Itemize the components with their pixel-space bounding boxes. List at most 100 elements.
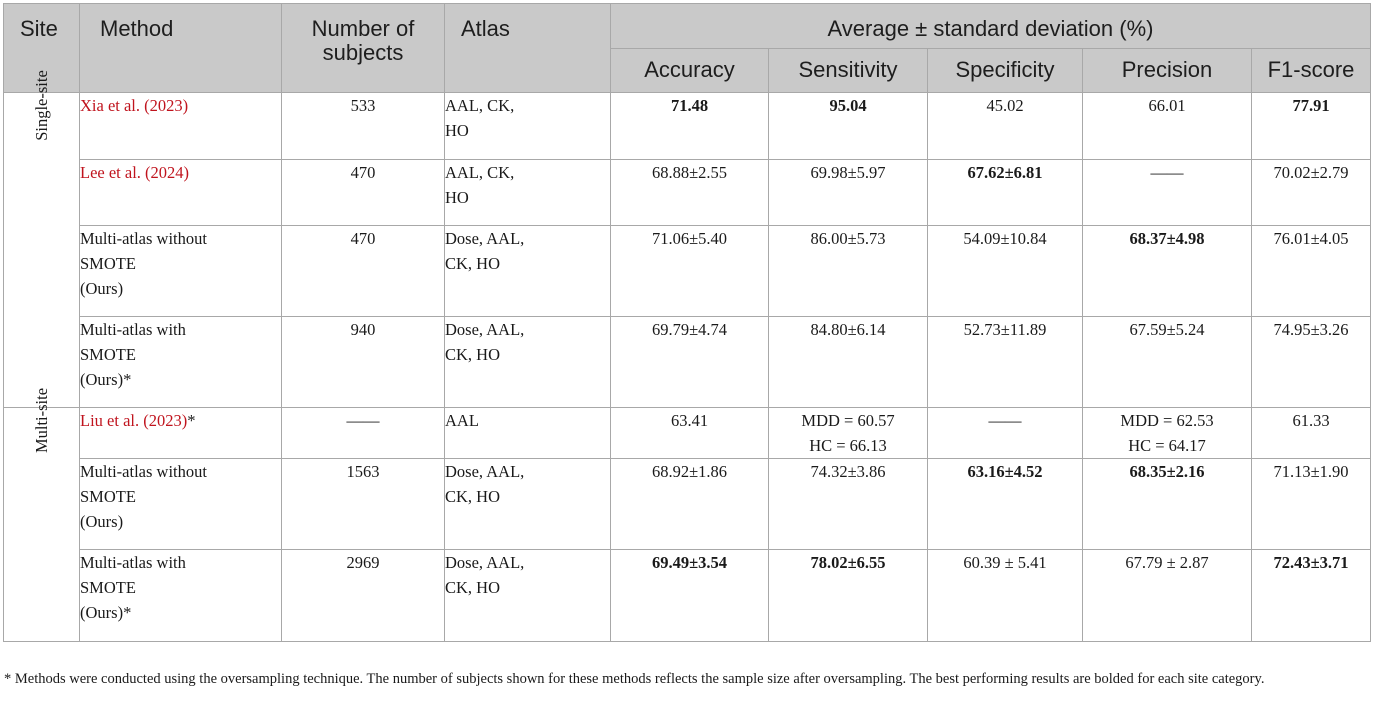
atlas-line: Dose, AAL, xyxy=(445,462,525,481)
specificity-line: 60.39 ± 5.41 xyxy=(963,553,1047,572)
sensitivity-cell: MDD = 60.57 HC = 66.13 xyxy=(768,407,928,459)
accuracy-line: 69.79±4.74 xyxy=(651,320,728,339)
atlas-cell: AAL, CK, HO xyxy=(444,159,611,226)
sensitivity-line: MDD = 60.57 xyxy=(801,411,895,430)
method-cell: Multi-atlas without SMOTE (Ours) xyxy=(79,225,282,317)
accuracy-cell: 71.48 xyxy=(610,92,769,160)
precision-cell: 67.79 ± 2.87 xyxy=(1082,549,1252,642)
atlas-line: HO xyxy=(445,121,469,140)
header-specificity: Specificity xyxy=(927,48,1083,93)
header-site: Site xyxy=(3,3,80,93)
accuracy-line: 71.48 xyxy=(670,96,709,115)
atlas-line: AAL xyxy=(445,411,479,430)
sensitivity-line: 78.02±6.55 xyxy=(810,553,886,572)
method-name-line: SMOTE xyxy=(80,254,136,273)
specificity-line: 67.62±6.81 xyxy=(967,163,1043,182)
table-row: Single-site Xia et al. (2023) 533 AAL, CK, H… xyxy=(3,70,1372,408)
specificity-cell: 63.16±4.52 xyxy=(927,458,1083,550)
specificity-cell: 54.09±10.84 xyxy=(927,225,1083,317)
sensitivity-line: HC = 66.13 xyxy=(809,436,887,455)
atlas-cell: Dose, AAL, CK, HO xyxy=(444,549,611,642)
subjects-cell: 470 xyxy=(281,159,445,226)
method-cell: Multi-atlas with SMOTE (Ours)* xyxy=(79,549,282,642)
method-name-line: Multi-atlas with xyxy=(80,320,186,339)
precision-line: 67.79 ± 2.87 xyxy=(1125,553,1209,572)
citation-link[interactable]: Lee et al. (2024) xyxy=(80,163,190,182)
method-name-line: SMOTE xyxy=(80,345,136,364)
table-header: Site Method Number of subjects Atlas Ave… xyxy=(3,3,1372,93)
method-name-line: (Ours) xyxy=(80,279,124,298)
precision-cell: MDD = 62.53 HC = 64.17 xyxy=(1082,407,1252,459)
specificity-line: —— xyxy=(988,411,1022,430)
atlas-line: CK, HO xyxy=(445,345,501,364)
header-f1-score: F1-score xyxy=(1250,48,1372,93)
sensitivity-line: 86.00±5.73 xyxy=(810,229,886,248)
site-category-cell: Single-site xyxy=(3,70,80,408)
atlas-cell: AAL xyxy=(444,407,611,459)
method-name-line: Multi-atlas with xyxy=(80,553,186,572)
f1-score-cell: 70.02±2.79 xyxy=(1250,159,1372,226)
precision-line: 68.37±4.98 xyxy=(1129,229,1205,248)
table-row: Multi-site Liu et al. (2023)* —— AAL 63.41 MD… xyxy=(3,388,1372,642)
header-method: Method xyxy=(79,3,282,93)
atlas-line: CK, HO xyxy=(445,487,501,506)
site-category-label: Single-site xyxy=(31,70,51,141)
header-precision: Precision xyxy=(1082,48,1252,93)
sensitivity-line: 95.04 xyxy=(829,96,867,115)
precision-line: 66.01 xyxy=(1148,96,1186,115)
method-cell: Multi-atlas without SMOTE (Ours) xyxy=(79,458,282,550)
specificity-line: 52.73±11.89 xyxy=(963,320,1047,339)
specificity-line: 63.16±4.52 xyxy=(967,462,1043,481)
accuracy-line: 63.41 xyxy=(670,411,709,430)
f1-score-line: 70.02±2.79 xyxy=(1273,163,1349,182)
precision-line: —— xyxy=(1150,163,1184,182)
atlas-cell: Dose, AAL, CK, HO xyxy=(444,316,611,408)
precision-line: MDD = 62.53 xyxy=(1120,411,1214,430)
subjects-cell: 2969 xyxy=(281,549,445,642)
precision-cell: 67.59±5.24 xyxy=(1082,316,1252,408)
atlas-line: HO xyxy=(445,188,469,207)
citation-link[interactable]: Liu et al. (2023) xyxy=(80,411,188,430)
precision-cell: 68.35±2.16 xyxy=(1082,458,1252,550)
oversampling-marker: * xyxy=(123,370,132,389)
method-cell: Liu et al. (2023)* xyxy=(79,407,282,459)
accuracy-cell: 69.49±3.54 xyxy=(610,549,769,642)
method-name-line: (Ours) xyxy=(80,370,124,389)
sensitivity-line: 84.80±6.14 xyxy=(810,320,886,339)
sensitivity-line: 69.98±5.97 xyxy=(810,163,886,182)
subjects-cell: 533 xyxy=(281,92,445,160)
sensitivity-cell: 86.00±5.73 xyxy=(768,225,928,317)
table-body: Single-site Xia et al. (2023) 533 AAL, CK, H… xyxy=(3,70,1372,642)
method-name-line: (Ours) xyxy=(80,512,124,531)
accuracy-line: 69.49±3.54 xyxy=(651,553,728,572)
accuracy-cell: 63.41 xyxy=(610,407,769,459)
specificity-cell: 45.02 xyxy=(927,92,1083,160)
subjects-cell: 1563 xyxy=(281,458,445,550)
sensitivity-line: 74.32±3.86 xyxy=(810,462,886,481)
method-cell: Xia et al. (2023) xyxy=(79,92,282,160)
f1-score-cell: 71.13±1.90 xyxy=(1250,458,1372,550)
accuracy-cell: 68.92±1.86 xyxy=(610,458,769,550)
site-category-label: Multi-site xyxy=(32,387,51,454)
f1-score-line: 61.33 xyxy=(1292,411,1330,430)
f1-score-line: 74.95±3.26 xyxy=(1273,320,1349,339)
header-accuracy: Accuracy xyxy=(610,48,769,93)
f1-score-cell: 72.43±3.71 xyxy=(1250,549,1372,642)
atlas-cell: Dose, AAL, CK, HO xyxy=(444,225,611,317)
subjects-cell: 470 xyxy=(281,225,445,317)
citation-link[interactable]: Xia et al. (2023) xyxy=(80,96,189,115)
f1-score-line: 76.01±4.05 xyxy=(1273,229,1349,248)
specificity-cell: 52.73±11.89 xyxy=(927,316,1083,408)
table-row: Multi-atlas without SMOTE (Ours) 1563 Dose, … xyxy=(4,458,1372,550)
atlas-line: AAL, CK, xyxy=(445,96,515,115)
subjects-cell: 940 xyxy=(281,316,445,408)
method-name-line: Multi-atlas without xyxy=(80,229,207,248)
header-atlas: Atlas xyxy=(444,3,611,93)
table-row: Lee et al. (2024) 470 AAL, CK, HO 68.88±2.55… xyxy=(4,159,1372,226)
specificity-cell: —— xyxy=(927,407,1083,459)
atlas-cell: AAL, CK, HO xyxy=(444,92,611,160)
method-name-line: Multi-atlas without xyxy=(80,462,207,481)
table-row: Multi-atlas with SMOTE (Ours)* 940 Dose, AAL… xyxy=(4,316,1372,408)
accuracy-line: 71.06±5.40 xyxy=(651,229,728,248)
atlas-line: CK, HO xyxy=(445,254,501,273)
